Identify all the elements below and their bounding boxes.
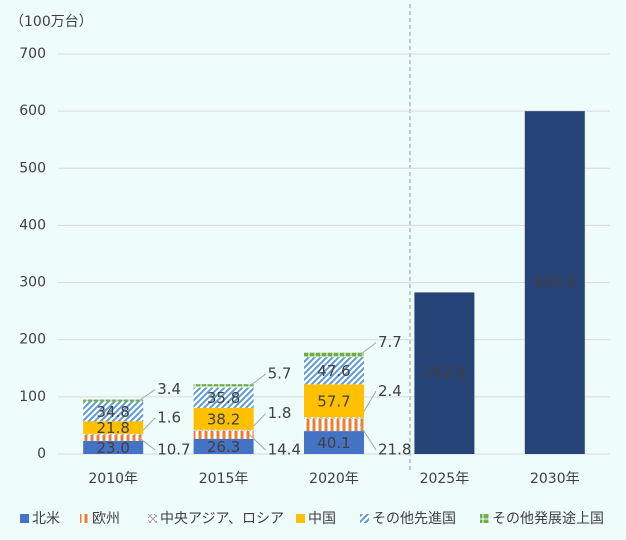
bar-segment	[83, 440, 144, 454]
bar-segment	[193, 438, 254, 454]
legend-label: 北米	[32, 511, 60, 527]
bar-segment	[83, 399, 144, 402]
x-tick-label: 2030年	[530, 471, 580, 487]
bar-segment	[304, 431, 364, 454]
y-tick-label: 300	[19, 275, 46, 291]
legend-label: 中央アジア、ロシア	[160, 511, 284, 527]
value-label: 600.0	[533, 273, 576, 291]
value-label: 47.6	[317, 362, 350, 380]
x-tick-label: 2020年	[309, 471, 359, 487]
bar-segment	[83, 401, 144, 422]
bar-segment	[193, 384, 254, 388]
y-tick-label: 0	[37, 446, 46, 462]
value-label: 7.7	[378, 333, 402, 351]
bar-segment	[304, 352, 364, 358]
bar-segment	[304, 384, 364, 418]
y-tick-label: 500	[19, 160, 46, 176]
value-label: 14.4	[268, 441, 301, 459]
legend-label: その他発展途上国	[492, 510, 604, 527]
value-label: 1.6	[157, 408, 181, 426]
y-tick-label: 400	[19, 217, 46, 233]
value-label: 21.8	[378, 441, 411, 459]
leader-line	[249, 373, 266, 387]
bar-segment	[193, 429, 254, 431]
bar-segment	[193, 387, 254, 408]
bar-segment	[83, 434, 144, 441]
value-label: 34.8	[96, 403, 129, 421]
legend-swatch	[80, 514, 89, 523]
leader-line	[138, 389, 156, 401]
value-label: 5.7	[268, 365, 292, 383]
y-tick-label: 100	[19, 389, 46, 405]
legend-label: その他先進国	[372, 511, 456, 527]
value-label: 21.8	[96, 419, 129, 437]
y-axis-label: （100万台）	[10, 14, 93, 30]
bar-segment	[304, 357, 364, 385]
legend-label: 中国	[308, 511, 336, 527]
value-label: 282.8	[423, 364, 466, 382]
value-label: 23.0	[96, 439, 129, 457]
value-label: 3.4	[157, 380, 181, 398]
value-label: 2.4	[378, 382, 402, 400]
legend-swatch	[20, 514, 29, 523]
x-tick-label: 2025年	[420, 471, 470, 487]
x-tick-label: 2015年	[199, 471, 249, 487]
bar-segment	[83, 433, 144, 435]
bar	[524, 111, 585, 455]
bar	[414, 292, 475, 454]
y-tick-label: 700	[19, 46, 46, 62]
value-label: 38.2	[207, 410, 240, 428]
y-tick-label: 200	[19, 332, 46, 348]
leader-line	[138, 437, 156, 451]
legend-swatch	[480, 514, 489, 523]
bar-segment	[83, 421, 144, 434]
value-label: 10.7	[157, 441, 190, 459]
bar-segment	[193, 430, 254, 439]
value-label: 40.1	[317, 434, 350, 452]
leader-line	[249, 434, 266, 451]
value-label: 57.7	[317, 392, 350, 410]
bar-segment	[304, 418, 364, 432]
x-tick-label: 2010年	[88, 471, 138, 487]
legend-swatch	[148, 514, 157, 523]
value-label: 35.8	[207, 389, 240, 407]
y-tick-label: 600	[19, 103, 46, 119]
legend-swatch	[296, 514, 305, 523]
value-label: 26.3	[207, 438, 240, 456]
legend-swatch	[360, 514, 369, 523]
legend-label: 欧州	[92, 511, 120, 527]
leader-line	[359, 424, 377, 451]
bar-segment	[304, 417, 364, 419]
bar-segment	[193, 407, 254, 430]
value-label: 1.8	[268, 404, 292, 422]
leader-line	[359, 342, 377, 356]
